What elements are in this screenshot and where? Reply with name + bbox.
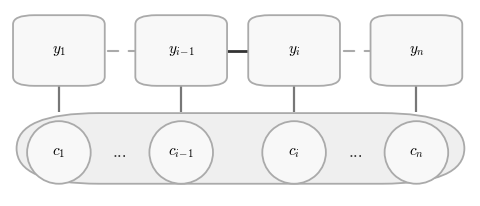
Ellipse shape xyxy=(384,121,448,184)
Text: $y_1$: $y_1$ xyxy=(52,43,66,58)
FancyBboxPatch shape xyxy=(248,15,340,86)
Text: $y_i$: $y_i$ xyxy=(288,43,300,58)
Text: ...: ... xyxy=(113,145,127,160)
Ellipse shape xyxy=(149,121,213,184)
FancyBboxPatch shape xyxy=(135,15,227,86)
FancyBboxPatch shape xyxy=(371,15,462,86)
Text: $c_1$: $c_1$ xyxy=(52,145,65,160)
Text: ...: ... xyxy=(348,145,362,160)
Ellipse shape xyxy=(27,121,91,184)
Text: $y_{i\!-\!1}$: $y_{i\!-\!1}$ xyxy=(168,43,194,58)
Text: $y_n$: $y_n$ xyxy=(408,43,424,58)
Text: $c_{i\!-\!1}$: $c_{i\!-\!1}$ xyxy=(168,145,194,160)
FancyBboxPatch shape xyxy=(13,15,105,86)
Text: $c_n$: $c_n$ xyxy=(409,145,424,160)
FancyBboxPatch shape xyxy=(16,113,464,184)
Text: $c_i$: $c_i$ xyxy=(288,145,300,160)
Ellipse shape xyxy=(262,121,326,184)
